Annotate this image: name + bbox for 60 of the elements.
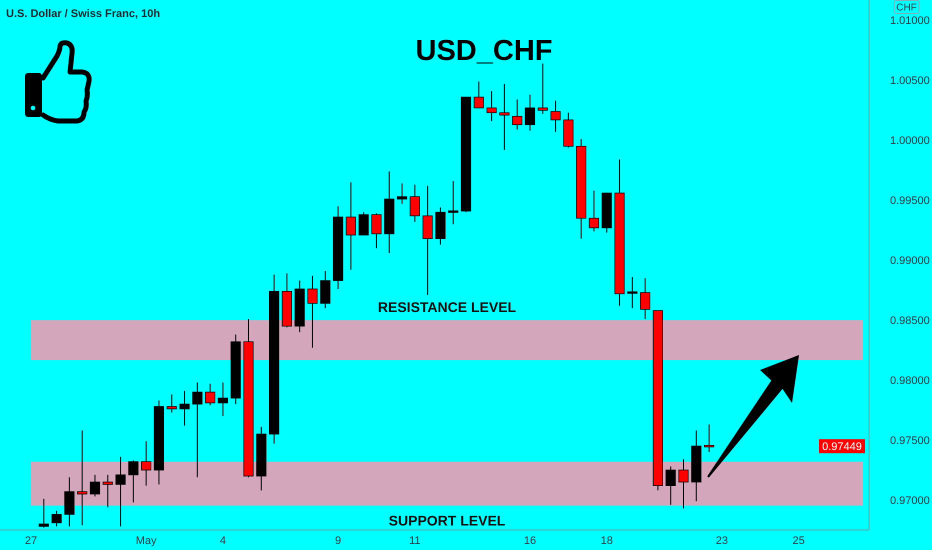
candlestick [192, 382, 202, 478]
candlestick [588, 190, 600, 232]
candlestick [77, 430, 88, 526]
candlestick [218, 382, 228, 417]
candlestick [358, 212, 369, 236]
candlestick [166, 394, 177, 413]
candlestick [396, 182, 408, 204]
candlestick [512, 99, 522, 130]
y-tick-label: 0.99500 [890, 195, 930, 208]
candlestick [307, 275, 318, 348]
y-tick-label: 0.98500 [890, 315, 930, 328]
x-tick-label: 18 [600, 535, 613, 547]
candlestick [474, 81, 484, 108]
y-tick-label: 0.99000 [890, 255, 930, 268]
candlestick [422, 185, 433, 296]
candlestick [205, 383, 216, 406]
x-tick-label: 23 [716, 535, 728, 547]
candlestick [346, 182, 356, 270]
candlestick [627, 276, 638, 309]
x-tick-label: 11 [409, 535, 421, 547]
y-tick-label: 1.00500 [890, 75, 930, 88]
y-tick-label: 0.97000 [890, 494, 930, 507]
candlestick [678, 458, 689, 509]
candlestick [141, 440, 152, 486]
x-tick-label: 4 [220, 535, 226, 547]
x-tick-label: 16 [524, 535, 536, 547]
candlestick [128, 460, 138, 503]
candlestick [320, 270, 330, 309]
candlestick [64, 476, 74, 527]
text: U.S. Dollar / Swiss Franc, 10h [6, 8, 160, 20]
candlestick [90, 474, 100, 497]
candlestick [448, 180, 458, 225]
y-tick-label: 0.98000 [890, 374, 930, 387]
candlestick [115, 456, 126, 527]
y-tick-label: 1.01000 [890, 15, 930, 28]
y-axis-title: CHF [896, 2, 917, 14]
candlestick [486, 90, 497, 122]
candlestick [52, 510, 62, 527]
candlestick [640, 278, 650, 320]
candlestick [102, 474, 113, 508]
y-tick-label: 0.97500 [890, 434, 930, 447]
candlestick [550, 100, 561, 132]
candlestick [499, 83, 510, 150]
candlestick [538, 63, 548, 114]
band-label: RESISTANCE LEVEL [378, 299, 517, 316]
candlestick [704, 424, 714, 453]
x-tick-label: 9 [334, 535, 342, 547]
candlestick [524, 94, 536, 132]
text: USD_CHF [416, 35, 552, 67]
annotation: 0.97449 [822, 441, 862, 454]
candlestick [410, 184, 420, 222]
candlestick [666, 466, 676, 506]
x-tick-label: 27 [24, 535, 38, 547]
candlestick [38, 498, 49, 528]
y-tick-label: 1.00000 [890, 135, 930, 148]
candlestick [179, 390, 190, 426]
candlestick [371, 212, 382, 249]
x-tick-label: 25 [792, 535, 805, 547]
band-label: SUPPORT LEVEL [388, 512, 506, 529]
x-tick-label: May [136, 535, 158, 547]
